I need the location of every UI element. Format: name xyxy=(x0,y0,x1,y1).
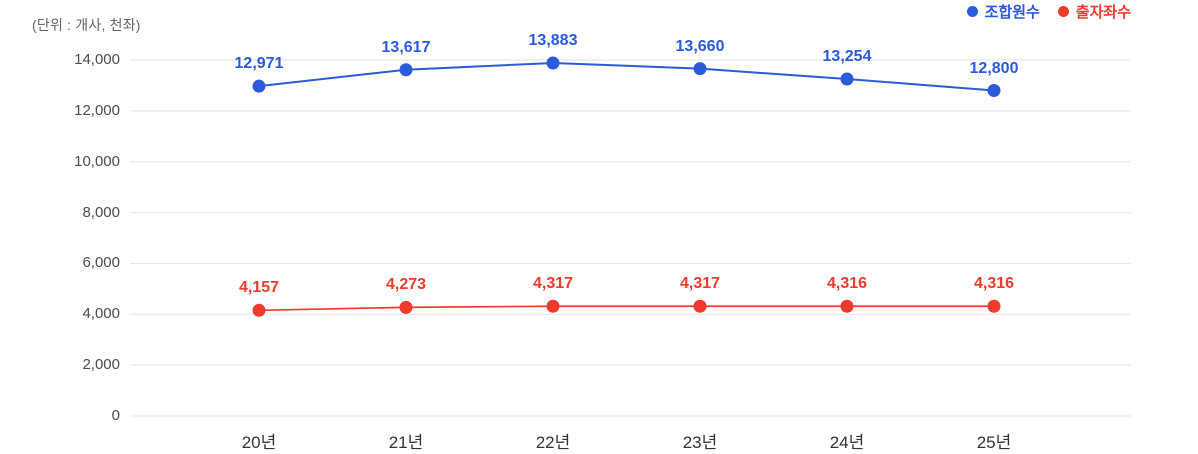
value-label-members-24년: 13,254 xyxy=(822,47,872,65)
value-label-shares-22년: 4,317 xyxy=(532,275,574,293)
legend-item-shares[interactable]: 출자좌수 xyxy=(1057,1,1131,22)
data-point-shares-23년[interactable] xyxy=(693,299,707,313)
data-point-members-25년[interactable] xyxy=(987,84,1001,98)
y-axis-tick-label: 10,000 xyxy=(74,152,120,170)
legend-item-members[interactable]: 조합원수 xyxy=(966,1,1040,22)
series-line-shares xyxy=(258,305,994,312)
y-axis-tick-label: 2,000 xyxy=(82,356,120,374)
y-axis-tick-label: 8,000 xyxy=(82,203,120,221)
x-axis-label-22년: 22년 xyxy=(535,433,571,452)
value-label-shares-23년: 4,317 xyxy=(679,275,721,293)
value-label-members-20년: 12,971 xyxy=(234,55,284,73)
value-label-shares-25년: 4,316 xyxy=(973,275,1015,293)
data-point-members-21년[interactable] xyxy=(399,63,413,77)
value-label-members-22년: 13,883 xyxy=(528,31,578,49)
legend-dot-shares-icon xyxy=(1057,6,1069,17)
data-point-shares-22년[interactable] xyxy=(546,299,560,313)
data-point-shares-25년[interactable] xyxy=(987,299,1001,313)
x-axis-label-20년: 20년 xyxy=(241,433,277,452)
data-point-members-24년[interactable] xyxy=(840,72,854,86)
data-point-members-22년[interactable] xyxy=(546,56,560,70)
y-axis-tick-label: 14,000 xyxy=(74,51,120,68)
x-axis-label-21년: 21년 xyxy=(388,433,424,452)
series-line-members xyxy=(258,61,995,92)
value-label-members-23년: 13,660 xyxy=(675,37,725,55)
legend: 조합원수 출자좌수 xyxy=(966,1,1131,22)
y-axis-tick-label: 12,000 xyxy=(74,101,120,119)
legend-dot-members-icon xyxy=(966,6,978,17)
value-label-members-21년: 13,617 xyxy=(381,38,431,56)
x-axis-label-23년: 23년 xyxy=(682,433,718,452)
value-label-shares-24년: 4,316 xyxy=(826,275,868,293)
unit-label: (단위 : 개사, 천좌) xyxy=(32,17,141,33)
data-point-shares-24년[interactable] xyxy=(840,299,854,313)
data-point-members-20년[interactable] xyxy=(252,79,266,93)
value-label-members-25년: 12,800 xyxy=(969,59,1019,77)
x-axis-label-25년: 25년 xyxy=(976,433,1012,452)
y-axis-tick-label: 0 xyxy=(111,407,120,424)
y-axis-tick-label: 4,000 xyxy=(82,305,120,323)
data-point-shares-21년[interactable] xyxy=(399,300,413,314)
x-axis-label-24년: 24년 xyxy=(829,433,865,452)
value-label-shares-21년: 4,273 xyxy=(385,276,427,294)
data-point-members-23년[interactable] xyxy=(693,62,707,76)
data-point-shares-20년[interactable] xyxy=(252,303,266,317)
value-label-shares-20년: 4,157 xyxy=(238,279,280,297)
y-axis-tick-label: 6,000 xyxy=(82,254,120,272)
legend-label-members: 조합원수 xyxy=(984,4,1040,21)
legend-label-shares: 출자좌수 xyxy=(1075,4,1131,21)
